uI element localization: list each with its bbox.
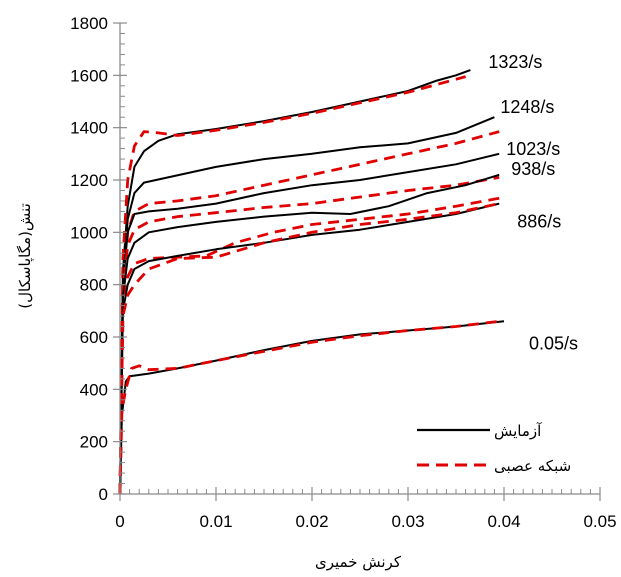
- neural-network-curve-886-s: [118, 202, 500, 495]
- y-tick-label: 1600: [70, 66, 108, 85]
- strain-rate-label: 1248/s: [500, 97, 554, 117]
- y-tick-label: 1200: [70, 171, 108, 190]
- x-tick-label: 0.03: [391, 512, 424, 531]
- y-tick-label: 1000: [70, 223, 108, 242]
- x-tick-label: 0.04: [487, 512, 520, 531]
- strain-rate-label: 886/s: [517, 212, 561, 232]
- legend-experiment-label: آزمایش: [494, 422, 542, 440]
- x-tick-label: 0.05: [583, 512, 616, 531]
- y-tick-label: 0: [99, 485, 108, 504]
- experiment-curve-938-s: [119, 173, 500, 495]
- x-tick-label: 0.02: [295, 512, 328, 531]
- x-axis-title: کرنش خمیری: [315, 553, 402, 571]
- strain-rate-label: 1023/s: [506, 139, 560, 159]
- neural-network-curve-1023-s: [118, 176, 500, 495]
- experiment-curve-886-s: [119, 202, 500, 495]
- strain-rate-label: 1323/s: [488, 52, 542, 72]
- series-layer: [118, 69, 505, 495]
- y-tick-label: 400: [80, 380, 108, 399]
- y-tick-label: 200: [80, 433, 108, 452]
- y-tick-label: 600: [80, 328, 108, 347]
- experiment-curve-1248-s: [119, 116, 495, 495]
- legend: آزمایش شبکه عصبی: [417, 422, 571, 475]
- y-tick-label: 1400: [70, 119, 108, 138]
- axes-layer: [113, 22, 601, 501]
- y-tick-label: 800: [80, 276, 108, 295]
- x-tick-label: 0.01: [199, 512, 232, 531]
- legend-neural-network-label: شبکه عصبی: [494, 457, 571, 475]
- neural-network-curve-938-s: [118, 196, 500, 495]
- x-tick-label: 0: [115, 512, 124, 531]
- labels-layer: 0 200 400 600 800 1000 1200 1400 1600 1800 0 0.01 0.…: [70, 14, 616, 531]
- experiment-curve-1023-s: [119, 152, 500, 495]
- neural-network-curve-1323-s: [118, 75, 466, 495]
- experiment-curve-0-05-s: [119, 320, 505, 495]
- strain-rate-label: 0.05/s: [529, 333, 578, 353]
- neural-network-curve-0-05-s: [118, 319, 500, 495]
- strain-rate-label: 938/s: [511, 159, 555, 179]
- y-axis-title: تنش(مگاپاسکال): [16, 203, 35, 308]
- y-tick-label: 1800: [70, 14, 108, 33]
